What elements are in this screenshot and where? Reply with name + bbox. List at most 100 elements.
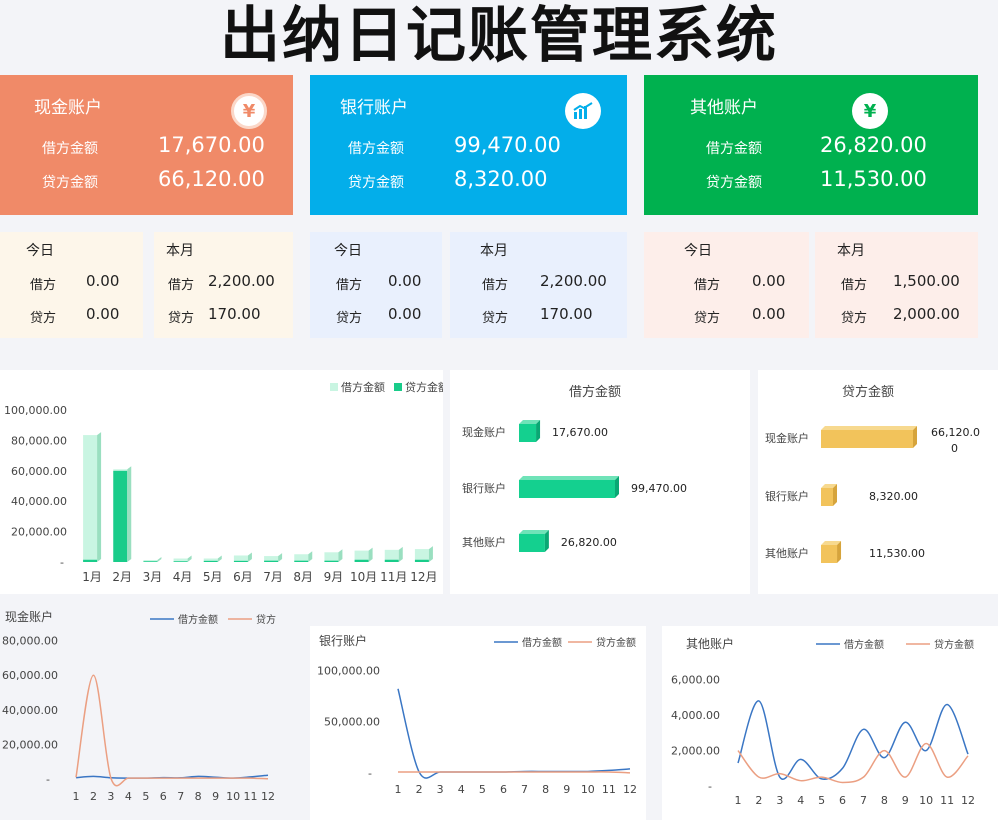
card-other: 其他账户 ¥ 借方金额 26,820.00 贷方金额 11,530.00 <box>644 75 978 215</box>
legend-label: 借方金额 <box>178 613 218 626</box>
x-tick-label: 9 <box>212 790 219 803</box>
card-title: 现金账户 <box>34 98 102 118</box>
mini-debit-label: 借方 <box>841 278 868 293</box>
x-tick-label: 8 <box>195 790 202 803</box>
bank-line-panel: 银行账户 借方金额 贷方金额 100,000.00 50,000.00-1 2 3 4 5 6 7 8… <box>310 626 646 820</box>
bar-side <box>398 546 403 562</box>
yuan-circle-icon: ¥ <box>231 93 267 129</box>
bar-debit <box>83 435 98 560</box>
series-line <box>737 700 969 780</box>
x-tick-label: 5 <box>479 783 486 796</box>
category-label: 银行账户 <box>765 489 809 503</box>
mini-credit-value: 170.00 <box>540 305 593 323</box>
value-label: 99,470.00 <box>631 482 687 495</box>
card-title: 其他账户 <box>690 98 758 118</box>
x-tick-label: 7月 <box>263 570 283 584</box>
bar-credit <box>203 560 218 562</box>
bar-side <box>308 551 313 562</box>
category-label: 现金账户 <box>765 431 809 445</box>
x-tick-label: 6 <box>160 790 167 803</box>
other-today-card: 今日 借方 0.00 贷方 0.00 <box>644 232 809 338</box>
y-tick-label: 6,000.00 <box>671 674 720 687</box>
y-tick-label: 100,000.00 <box>4 404 67 417</box>
y-tick-label: 2,000.00 <box>671 745 720 758</box>
x-tick-label: 11月 <box>380 570 407 584</box>
y-tick-label: - <box>46 773 50 786</box>
x-tick-label: 11 <box>244 790 258 803</box>
bar <box>519 534 545 552</box>
x-tick-label: 12月 <box>410 570 437 584</box>
debit-value: 26,820.00 <box>820 133 927 157</box>
x-tick-label: 1 <box>395 783 402 796</box>
chart-title: 银行账户 <box>319 633 367 648</box>
legend-label: 借方金额 <box>844 638 884 651</box>
x-tick-label: 2 <box>755 794 762 807</box>
bar-top <box>519 530 549 534</box>
mini-debit-value: 0.00 <box>752 272 786 290</box>
bank-today-card: 今日 借方 0.00 贷方 0.00 <box>310 232 442 338</box>
bar-top <box>821 484 837 488</box>
mini-credit-label: 贷方 <box>482 311 509 326</box>
value-label: 11,530.00 <box>869 547 925 560</box>
y-tick-label: 100,000.00 <box>317 664 380 677</box>
bar-side <box>157 557 162 562</box>
bar-debit <box>173 558 188 562</box>
x-tick-label: 3 <box>776 794 783 807</box>
monthly-bar-chart: 借方金额 贷方金额 100,000.00 80,000.00 60,000.00 40,0… <box>4 380 449 584</box>
legend-label: 贷方金额 <box>596 636 636 649</box>
legend-label: 贷方金额 <box>934 638 974 651</box>
category-label: 其他账户 <box>765 546 809 560</box>
debit-label: 借方金额 <box>706 141 762 157</box>
value-label: 26,820.00 <box>561 536 617 549</box>
bar <box>821 430 913 448</box>
credit-label: 贷方金额 <box>348 175 404 191</box>
legend-label: 借方金额 <box>341 380 385 394</box>
bar-side <box>368 547 373 562</box>
chart-title: 借方金额 <box>569 384 621 400</box>
bar-chart-icon <box>565 93 601 129</box>
value-label: 17,670.00 <box>552 426 608 439</box>
cash-today-card: 今日 借方 0.00 贷方 0.00 <box>0 232 143 338</box>
bar-side <box>615 476 619 498</box>
bar-debit <box>354 550 369 560</box>
value-label: 8,320.00 <box>869 490 918 503</box>
x-tick-label: 1 <box>73 790 80 803</box>
credit-value: 11,530.00 <box>820 167 927 191</box>
credit-bar-panel: 贷方金额 现金账户 66,120.0 0 银行账户 8,320.00 其他账户 11,530.… <box>758 370 998 594</box>
bar-side <box>217 555 222 562</box>
x-tick-label: 4 <box>125 790 132 803</box>
bar-top <box>519 420 541 424</box>
bar-top <box>519 476 619 480</box>
chart-title: 其他账户 <box>686 636 734 651</box>
mini-debit-label: 借方 <box>30 278 57 293</box>
mini-title: 本月 <box>837 243 865 259</box>
x-tick-label: 4 <box>458 783 465 796</box>
x-tick-label: 1 <box>735 794 742 807</box>
legend-label: 借方金额 <box>522 636 562 649</box>
cash-month-card: 本月 借方 2,200.00 贷方 170.00 <box>154 232 293 338</box>
x-tick-label: 3月 <box>143 570 163 584</box>
x-tick-label: 1月 <box>82 570 102 584</box>
bar <box>519 424 537 442</box>
bar-credit <box>354 559 369 562</box>
legend-swatch <box>394 383 402 391</box>
category-label: 银行账户 <box>462 481 506 495</box>
series-line <box>397 688 631 779</box>
y-tick-label: 60,000.00 <box>11 465 67 478</box>
bar-credit <box>83 559 98 562</box>
y-tick-label: - <box>60 556 64 569</box>
x-tick-label: 6月 <box>233 570 253 584</box>
bar-top <box>821 541 842 545</box>
x-tick-label: 2 <box>90 790 97 803</box>
legend-label: 贷方金额 <box>405 380 443 394</box>
bar-side <box>97 432 102 562</box>
x-tick-label: 9 <box>563 783 570 796</box>
bar-credit <box>233 560 248 562</box>
x-tick-label: 3 <box>437 783 444 796</box>
bar <box>821 545 838 563</box>
card-title: 银行账户 <box>340 98 408 118</box>
mini-debit-label: 借方 <box>168 278 195 293</box>
x-tick-label: 11 <box>602 783 616 796</box>
bar-side <box>278 553 283 562</box>
y-tick-label: - <box>368 767 372 780</box>
